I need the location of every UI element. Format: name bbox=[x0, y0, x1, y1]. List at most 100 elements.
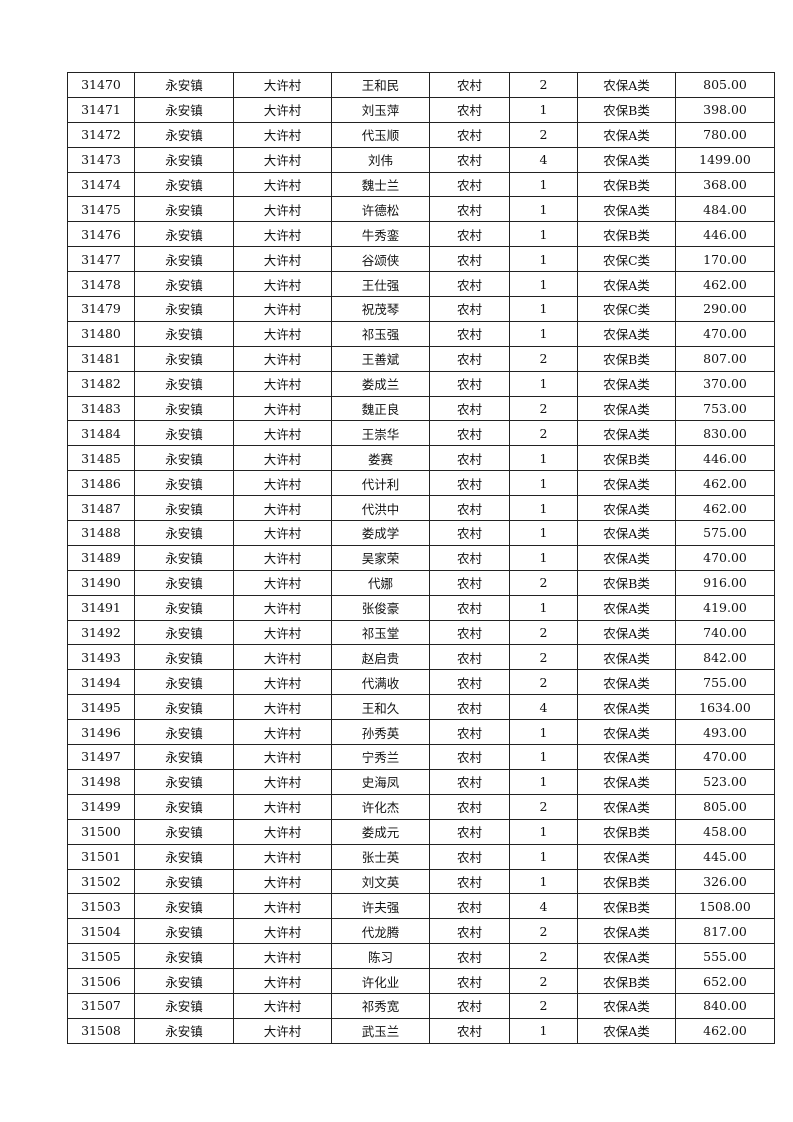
cell-household-type: 农村 bbox=[429, 943, 510, 970]
cell-town: 永安镇 bbox=[134, 968, 234, 994]
cell-insurance-class: 农保A类 bbox=[577, 793, 676, 820]
cell-amount: 755.00 bbox=[675, 669, 775, 696]
cell-amount: 326.00 bbox=[675, 868, 775, 895]
cell-town: 永安镇 bbox=[134, 121, 234, 148]
table-row: 31484 永安镇 大许村 王崇华 农村 2 农保A类 830.00 bbox=[67, 420, 775, 447]
cell-name: 祝茂琴 bbox=[331, 296, 430, 322]
cell-member-count: 2 bbox=[509, 569, 578, 596]
cell-amount: 462.00 bbox=[675, 1017, 775, 1044]
cell-row-id: 31505 bbox=[67, 943, 135, 970]
table-row: 31478 永安镇 大许村 王仕强 农村 1 农保A类 462.00 bbox=[67, 271, 775, 298]
cell-member-count: 1 bbox=[509, 370, 578, 397]
cell-insurance-class: 农保C类 bbox=[577, 246, 676, 273]
cell-insurance-class: 农保A类 bbox=[577, 619, 676, 646]
cell-row-id: 31475 bbox=[67, 196, 135, 223]
cell-row-id: 31500 bbox=[67, 818, 135, 845]
cell-town: 永安镇 bbox=[134, 744, 234, 770]
table-row: 31471 永安镇 大许村 刘玉萍 农村 1 农保B类 398.00 bbox=[67, 96, 775, 123]
table-body: 31470 永安镇 大许村 王和民 农村 2 农保A类 805.00 31471 永安镇 大许村 刘玉… bbox=[67, 72, 775, 1044]
cell-member-count: 1 bbox=[509, 171, 578, 198]
table-row: 31488 永安镇 大许村 娄成学 农村 1 农保A类 575.00 bbox=[67, 520, 775, 546]
cell-household-type: 农村 bbox=[429, 918, 510, 945]
table-row: 31473 永安镇 大许村 刘伟 农村 4 农保A类 1499.00 bbox=[67, 146, 775, 173]
cell-village: 大许村 bbox=[233, 918, 332, 945]
cell-insurance-class: 农保A类 bbox=[577, 196, 676, 223]
cell-amount: 555.00 bbox=[675, 943, 775, 970]
cell-member-count: 2 bbox=[509, 72, 578, 98]
cell-insurance-class: 农保B类 bbox=[577, 96, 676, 123]
cell-household-type: 农村 bbox=[429, 744, 510, 770]
cell-village: 大许村 bbox=[233, 171, 332, 198]
cell-name: 代玉顺 bbox=[331, 121, 430, 148]
cell-amount: 445.00 bbox=[675, 843, 775, 870]
table-row: 31487 永安镇 大许村 代洪中 农村 1 农保A类 462.00 bbox=[67, 495, 775, 522]
cell-name: 刘文英 bbox=[331, 868, 430, 895]
data-table: 31470 永安镇 大许村 王和民 农村 2 农保A类 805.00 31471 永安镇 大许村 刘玉… bbox=[67, 72, 775, 1044]
cell-amount: 493.00 bbox=[675, 719, 775, 746]
cell-town: 永安镇 bbox=[134, 520, 234, 546]
cell-household-type: 农村 bbox=[429, 445, 510, 472]
table-row: 31477 永安镇 大许村 谷颂侠 农村 1 农保C类 170.00 bbox=[67, 246, 775, 273]
table-row: 31481 永安镇 大许村 王善斌 农村 2 农保B类 807.00 bbox=[67, 345, 775, 372]
cell-insurance-class: 农保A类 bbox=[577, 943, 676, 970]
cell-household-type: 农村 bbox=[429, 96, 510, 123]
cell-name: 赵启贵 bbox=[331, 644, 430, 671]
table-row: 31489 永安镇 大许村 吴家荣 农村 1 农保A类 470.00 bbox=[67, 544, 775, 571]
cell-row-id: 31474 bbox=[67, 171, 135, 198]
cell-insurance-class: 农保A类 bbox=[577, 544, 676, 571]
table-row: 31500 永安镇 大许村 娄成元 农村 1 农保B类 458.00 bbox=[67, 818, 775, 845]
cell-name: 许德松 bbox=[331, 196, 430, 223]
cell-insurance-class: 农保A类 bbox=[577, 644, 676, 671]
table-row: 31476 永安镇 大许村 牛秀銮 农村 1 农保B类 446.00 bbox=[67, 221, 775, 248]
cell-member-count: 1 bbox=[509, 221, 578, 248]
cell-name: 王和久 bbox=[331, 694, 430, 721]
cell-insurance-class: 农保A类 bbox=[577, 669, 676, 696]
cell-row-id: 31473 bbox=[67, 146, 135, 173]
cell-household-type: 农村 bbox=[429, 320, 510, 347]
cell-member-count: 4 bbox=[509, 146, 578, 173]
cell-row-id: 31476 bbox=[67, 221, 135, 248]
table-row: 31486 永安镇 大许村 代计利 农村 1 农保A类 462.00 bbox=[67, 470, 775, 497]
cell-village: 大许村 bbox=[233, 968, 332, 994]
cell-member-count: 2 bbox=[509, 992, 578, 1019]
cell-name: 祁玉强 bbox=[331, 320, 430, 347]
cell-row-id: 31503 bbox=[67, 893, 135, 920]
cell-village: 大许村 bbox=[233, 669, 332, 696]
cell-village: 大许村 bbox=[233, 594, 332, 621]
cell-amount: 842.00 bbox=[675, 644, 775, 671]
cell-row-id: 31492 bbox=[67, 619, 135, 646]
cell-village: 大许村 bbox=[233, 793, 332, 820]
table-row: 31497 永安镇 大许村 宁秀兰 农村 1 农保A类 470.00 bbox=[67, 744, 775, 770]
cell-amount: 484.00 bbox=[675, 196, 775, 223]
cell-town: 永安镇 bbox=[134, 868, 234, 895]
cell-insurance-class: 农保A类 bbox=[577, 992, 676, 1019]
cell-town: 永安镇 bbox=[134, 146, 234, 173]
cell-village: 大许村 bbox=[233, 943, 332, 970]
cell-member-count: 1 bbox=[509, 744, 578, 770]
cell-member-count: 2 bbox=[509, 619, 578, 646]
cell-town: 永安镇 bbox=[134, 495, 234, 522]
cell-name: 陈习 bbox=[331, 943, 430, 970]
cell-amount: 1499.00 bbox=[675, 146, 775, 173]
table-row: 31475 永安镇 大许村 许德松 农村 1 农保A类 484.00 bbox=[67, 196, 775, 223]
cell-insurance-class: 农保A类 bbox=[577, 470, 676, 497]
cell-insurance-class: 农保B类 bbox=[577, 171, 676, 198]
cell-amount: 840.00 bbox=[675, 992, 775, 1019]
cell-town: 永安镇 bbox=[134, 893, 234, 920]
cell-member-count: 1 bbox=[509, 470, 578, 497]
cell-household-type: 农村 bbox=[429, 495, 510, 522]
cell-insurance-class: 农保B类 bbox=[577, 445, 676, 472]
cell-amount: 462.00 bbox=[675, 271, 775, 298]
table-row: 31474 永安镇 大许村 魏士兰 农村 1 农保B类 368.00 bbox=[67, 171, 775, 198]
table-row: 31479 永安镇 大许村 祝茂琴 农村 1 农保C类 290.00 bbox=[67, 296, 775, 322]
cell-row-id: 31499 bbox=[67, 793, 135, 820]
cell-household-type: 农村 bbox=[429, 843, 510, 870]
table-row: 31495 永安镇 大许村 王和久 农村 4 农保A类 1634.00 bbox=[67, 694, 775, 721]
cell-village: 大许村 bbox=[233, 644, 332, 671]
cell-row-id: 31470 bbox=[67, 72, 135, 98]
cell-amount: 398.00 bbox=[675, 96, 775, 123]
cell-town: 永安镇 bbox=[134, 818, 234, 845]
cell-insurance-class: 农保A类 bbox=[577, 594, 676, 621]
cell-insurance-class: 农保A类 bbox=[577, 520, 676, 546]
cell-insurance-class: 农保A类 bbox=[577, 121, 676, 148]
